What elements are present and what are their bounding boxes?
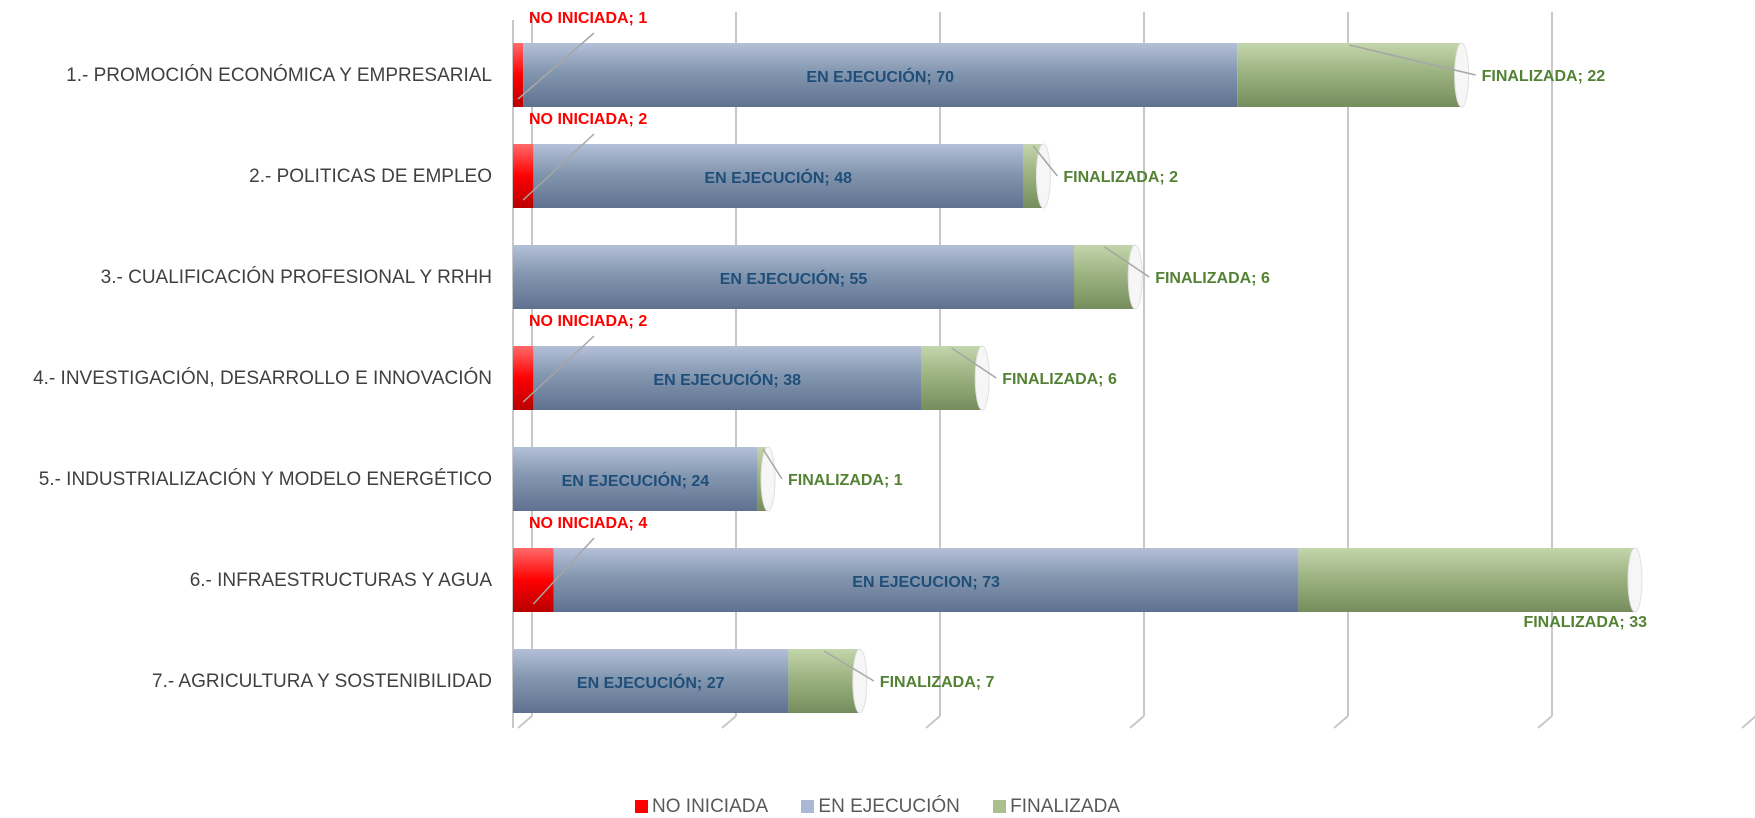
legend-label-finalizada: FINALIZADA — [1010, 796, 1120, 817]
data-label-en-ejecucion: EN EJECUCIÓN; 48 — [704, 168, 852, 187]
leader-line-finalizada — [762, 448, 783, 480]
legend-item-en-ejecucion: EN EJECUCIÓN — [801, 796, 960, 818]
data-label-no-iniciada: NO INICIADA; 2 — [529, 111, 647, 128]
data-label-en-ejecucion: EN EJECUCIÓN; 27 — [577, 673, 725, 692]
gridline-foot — [925, 715, 941, 729]
legend: NO INICIADA EN EJECUCIÓN FINALIZADA — [0, 796, 1755, 818]
data-label-en-ejecucion: EN EJECUCION; 73 — [852, 574, 1000, 591]
category-label: 7.- AGRICULTURA Y SOSTENIBILIDAD — [152, 671, 492, 692]
legend-swatch-finalizada — [993, 800, 1007, 813]
legend-swatch-en-ejecucion — [801, 800, 815, 813]
gridline-foot — [1129, 715, 1145, 729]
bar-segment-no-iniciada — [513, 43, 524, 107]
category-label: 6.- INFRAESTRUCTURAS Y AGUA — [190, 570, 493, 591]
leader-line-no-iniciada — [522, 335, 595, 403]
bar-segment-en-ejecucion — [533, 144, 1023, 208]
data-labels: NO INICIADA; 1 EN EJECUCIÓN; 70 FINALIZADA… — [529, 10, 1647, 692]
bar-segment-en-ejecucion — [513, 447, 758, 511]
data-label-finalizada: FINALIZADA; 6 — [1155, 270, 1270, 287]
data-label-finalizada: FINALIZADA; 1 — [788, 472, 903, 489]
data-label-finalizada: FINALIZADA; 7 — [880, 674, 995, 691]
legend-label-no-iniciada: NO INICIADA — [652, 796, 769, 817]
gridline-foot — [1537, 715, 1553, 729]
data-label-finalizada: FINALIZADA; 6 — [1002, 371, 1117, 388]
data-label-no-iniciada: NO INICIADA; 4 — [529, 515, 647, 532]
category-label: 5.- INDUSTRIALIZACIÓN Y MODELO ENERGÉTIC… — [39, 468, 492, 490]
bar-end-cap-finalizada — [1627, 547, 1643, 613]
bar-segment-en-ejecucion — [533, 346, 921, 410]
gridline-foot — [721, 715, 737, 729]
category-label: 3.- CUALIFICACIÓN PROFESIONAL Y RRHH — [101, 266, 492, 288]
bar-segment-finalizada — [788, 649, 860, 713]
leader-line-finalizada — [951, 347, 997, 379]
bar-end-cap-finalizada — [1454, 42, 1470, 108]
gridline-foot — [1741, 715, 1755, 729]
label-leader-lines — [517, 32, 1476, 682]
bar-segment-en-ejecucion — [513, 245, 1074, 309]
bar-segment-en-ejecucion — [523, 43, 1238, 107]
bars — [513, 42, 1643, 714]
leader-line-no-iniciada — [532, 537, 595, 605]
bar-end-cap-finalizada — [1127, 244, 1143, 310]
data-label-en-ejecucion: EN EJECUCIÓN; 70 — [806, 67, 954, 86]
leader-line-no-iniciada — [522, 133, 595, 201]
bar-segment-finalizada — [1298, 548, 1635, 612]
bar-segment-finalizada — [921, 346, 983, 410]
bar-segment-no-iniciada — [513, 346, 534, 410]
leader-line-finalizada — [1104, 246, 1150, 278]
data-label-en-ejecucion: EN EJECUCIÓN; 38 — [653, 370, 801, 389]
bar-end-cap-finalizada — [974, 345, 990, 411]
category-axis: 1.- PROMOCIÓN ECONÓMICA Y EMPRESARIAL 2.-… — [33, 64, 492, 692]
data-label-finalizada: FINALIZADA; 22 — [1482, 68, 1606, 85]
bar-segment-finalizada — [1074, 245, 1136, 309]
leader-line-finalizada — [1032, 145, 1058, 177]
gridline-foot — [517, 715, 533, 729]
data-label-no-iniciada: NO INICIADA; 2 — [529, 313, 647, 330]
gridline-foot — [1333, 715, 1349, 729]
category-label: 2.- POLITICAS DE EMPLEO — [249, 166, 492, 187]
bar-end-cap-finalizada — [1035, 143, 1051, 209]
bar-segment-finalizada — [1237, 43, 1462, 107]
bar-segment-en-ejecucion — [553, 548, 1299, 612]
leader-line-no-iniciada — [517, 32, 595, 100]
data-label-finalizada: FINALIZADA; 2 — [1063, 169, 1178, 186]
leader-line-finalizada — [823, 650, 875, 682]
bar-segment-no-iniciada — [513, 548, 554, 612]
bar-end-cap-finalizada — [852, 648, 868, 714]
legend-label-en-ejecucion: EN EJECUCIÓN — [818, 796, 960, 817]
data-label-finalizada: FINALIZADA; 33 — [1523, 614, 1647, 631]
bar-chart: 1.- PROMOCIÓN ECONÓMICA Y EMPRESARIAL 2.-… — [33, 10, 1755, 729]
legend-item-finalizada: FINALIZADA — [993, 796, 1120, 818]
legend-swatch-no-iniciada — [635, 800, 649, 813]
legend-item-no-iniciada: NO INICIADA — [635, 796, 768, 818]
data-label-en-ejecucion: EN EJECUCIÓN; 55 — [720, 269, 868, 288]
category-label: 1.- PROMOCIÓN ECONÓMICA Y EMPRESARIAL — [66, 64, 492, 86]
leader-line-finalizada — [1349, 44, 1476, 76]
data-label-no-iniciada: NO INICIADA; 1 — [529, 10, 647, 27]
data-label-en-ejecucion: EN EJECUCIÓN; 24 — [562, 471, 710, 490]
category-label: 4.- INVESTIGACIÓN, DESARROLLO E INNOVACI… — [33, 367, 492, 389]
bar-segment-no-iniciada — [513, 144, 534, 208]
bar-segment-en-ejecucion — [513, 649, 789, 713]
